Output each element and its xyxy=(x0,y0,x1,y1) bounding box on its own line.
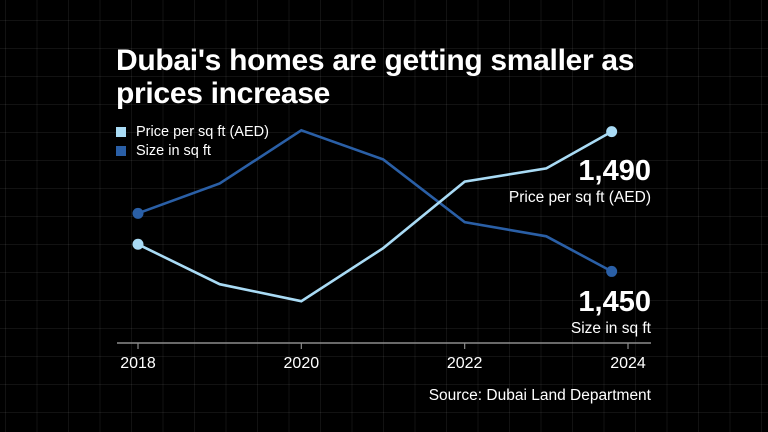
legend-label-size: Size in sq ft xyxy=(136,142,211,159)
legend: Price per sq ft (AED) Size in sq ft xyxy=(116,122,269,160)
source-note: Source: Dubai Land Department xyxy=(428,387,651,404)
size-end-label: Size in sq ft xyxy=(570,320,651,337)
data-point-size-0 xyxy=(132,207,144,219)
x-tick-label-2022: 2022 xyxy=(447,355,483,372)
series-line-price xyxy=(137,130,613,303)
series-line-size xyxy=(137,128,613,273)
legend-item-size: Size in sq ft xyxy=(116,141,269,160)
data-point-size-6 xyxy=(606,265,618,277)
x-tick-label-2018: 2018 xyxy=(120,355,156,372)
price-end-value: 1,490 xyxy=(578,155,651,187)
data-point-price-0 xyxy=(132,238,144,250)
x-tick-label-2024: 2024 xyxy=(610,355,646,372)
data-point-price-6 xyxy=(606,126,618,138)
legend-label-price: Price per sq ft (AED) xyxy=(136,123,269,140)
x-tick-label-2020: 2020 xyxy=(284,355,320,372)
legend-item-price: Price per sq ft (AED) xyxy=(116,122,269,141)
price-end-label: Price per sq ft (AED) xyxy=(508,189,651,206)
legend-swatch-price xyxy=(116,126,126,137)
chart-title: Dubai's homes are getting smaller as pri… xyxy=(116,44,635,110)
legend-swatch-size xyxy=(116,145,126,156)
size-end-value: 1,450 xyxy=(578,286,651,318)
